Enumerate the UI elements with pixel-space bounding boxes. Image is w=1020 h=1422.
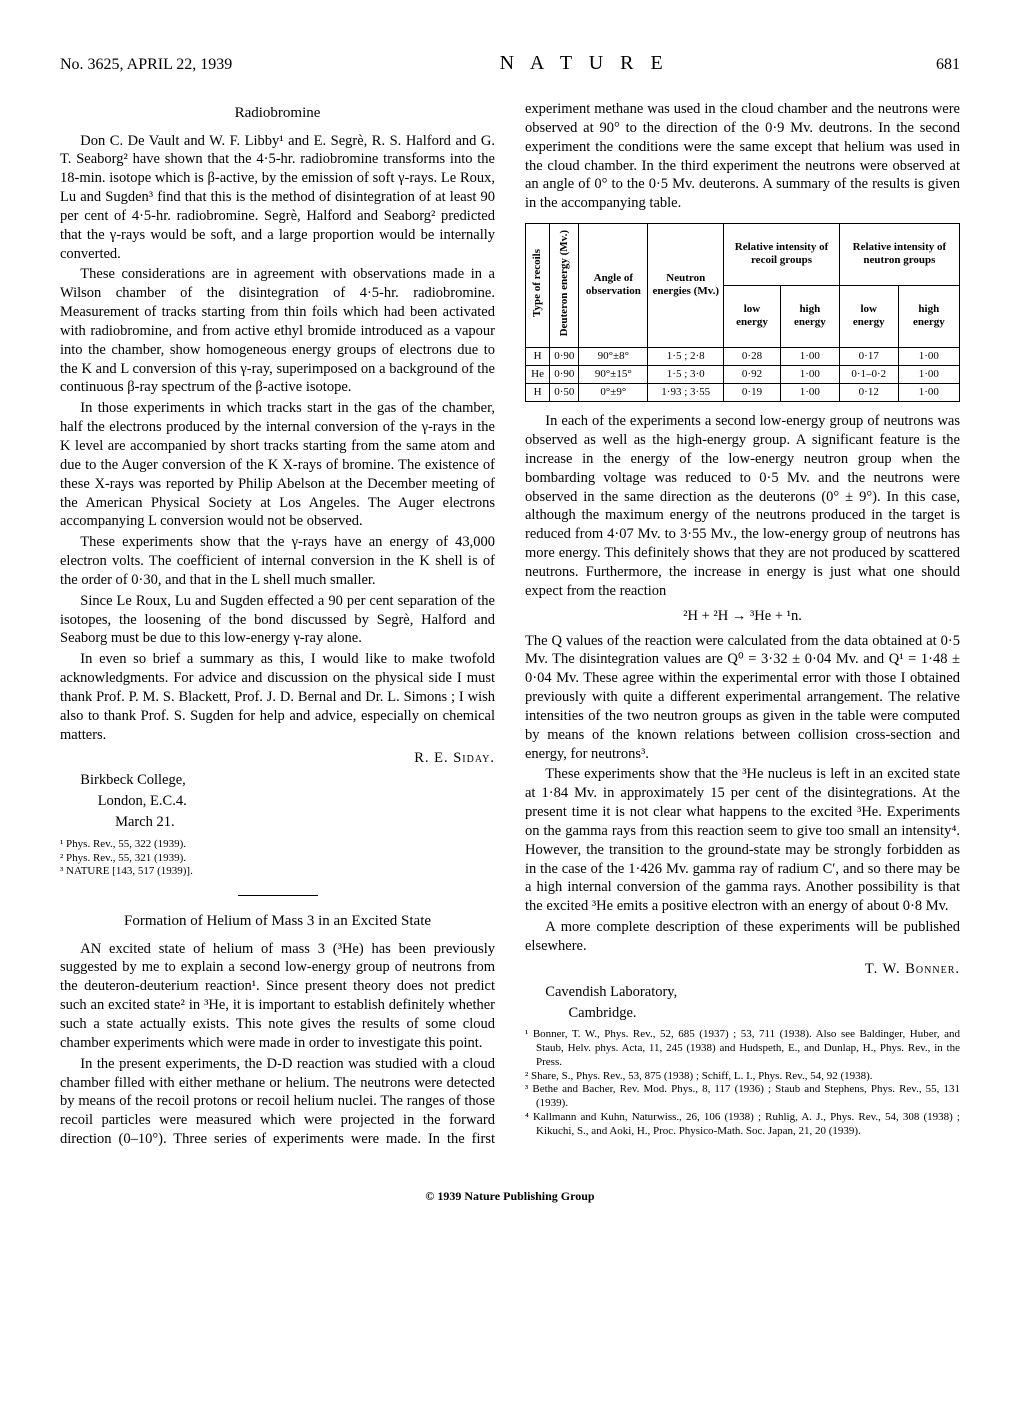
article1-signature: R. E. Siday. [60,749,495,768]
cell: 90°±8° [579,347,648,365]
article1-p5: Since Le Roux, Lu and Sugden effected a … [60,592,495,649]
article2-affiliation-line2: Cambridge. [569,1004,961,1023]
cell: 1·93 ; 3·55 [648,384,724,402]
article-divider [238,895,318,896]
cell: 0·92 [724,365,781,383]
cell: 1·5 ; 3·0 [648,365,724,383]
article2-ref-2: ² Share, S., Phys. Rev., 53, 875 (1938) … [525,1070,960,1084]
cell: 0·19 [724,384,781,402]
article1-title: Radiobromine [60,104,495,124]
th-neutron-energies: Neutron energies (Mv.) [648,224,724,348]
article2-p1: AN excited state of helium of mass 3 (³H… [60,940,495,1053]
article1-affiliation-line2: London, E.C.4. [98,792,495,811]
cell: 1·5 ; 2·8 [648,347,724,365]
reaction-equation: ²H + ²H → ³He + ¹n. [525,607,960,626]
article1-affiliation-date: March 21. [115,813,495,832]
table-row: He 0·90 90°±15° 1·5 ; 3·0 0·92 1·00 0·1–… [526,365,960,383]
th-rel-recoil: Relative intensity of recoil groups [724,224,840,286]
article1-ref-1: ¹ Phys. Rev., 55, 322 (1939). [60,838,495,852]
header-page-number: 681 [936,55,960,76]
th-neutron-high: high energy [898,285,959,347]
results-table: Type of recoils Deuteron energy (Mv.) An… [525,223,960,402]
cell: 0°±9° [579,384,648,402]
article1-p3: In those experiments in which tracks sta… [60,399,495,531]
th-rel-neutron: Relative intensity of neutron groups [839,224,959,286]
article2-signature: T. W. Bonner. [525,960,960,979]
th-type-recoils: Type of recoils [526,224,550,348]
article2-p4: The Q values of the reaction were calcul… [525,632,960,764]
cell: 1·00 [898,347,959,365]
article1-ref-2: ² Phys. Rev., 55, 321 (1939). [60,852,495,866]
th-deuteron-energy: Deuteron energy (Mv.) [550,224,579,348]
article1-p4: These experiments show that the γ-rays h… [60,533,495,590]
article1-p2: These considerations are in agreement wi… [60,265,495,397]
th-neutron-low: low energy [839,285,898,347]
article1-p6: In even so brief a summary as this, I wo… [60,650,495,744]
cell: 1·00 [780,347,839,365]
cell: 90°±15° [579,365,648,383]
article1-affiliation-line1: Birkbeck College, [80,771,495,790]
cell: 1·00 [898,384,959,402]
article2-p3: In each of the experiments a second low-… [525,412,960,600]
th-angle: Angle of observ­ation [579,224,648,348]
page-header: No. 3625, APRIL 22, 1939 N A T U R E 681 [60,50,960,76]
cell: H [526,384,550,402]
cell: 0·90 [550,365,579,383]
article1-references: ¹ Phys. Rev., 55, 322 (1939). ² Phys. Re… [60,838,495,879]
article2-p6: A more complete description of these exp… [525,918,960,956]
article2-title: Formation of Helium of Mass 3 in an Exci… [60,912,495,932]
cell: 1·00 [780,384,839,402]
article2-references: ¹ Bonner, T. W., Phys. Rev., 52, 685 (19… [525,1028,960,1138]
cell: H [526,347,550,365]
article1-p1: Don C. De Vault and W. F. Libby¹ and E. … [60,132,495,264]
cell: 0·12 [839,384,898,402]
cell: 0·1–0·2 [839,365,898,383]
article2-ref-3: ³ Bethe and Bacher, Rev. Mod. Phys., 8, … [525,1083,960,1111]
content-columns: Radiobromine Don C. De Vault and W. F. L… [60,100,960,1149]
table-row: H 0·50 0°±9° 1·93 ; 3·55 0·19 1·00 0·12 … [526,384,960,402]
article2-p5: These experiments show that the ³He nucl… [525,765,960,916]
header-journal-title: N A T U R E [500,50,669,76]
cell: 1·00 [780,365,839,383]
article1-ref-3: ³ NATURE [143, 517 (1939)]. [60,865,495,879]
copyright-notice: © 1939 Nature Publishing Group [60,1189,960,1205]
article2-ref-1: ¹ Bonner, T. W., Phys. Rev., 52, 685 (19… [525,1028,960,1069]
article2-affiliation-line1: Cavendish Laboratory, [545,983,960,1002]
article2-ref-4: ⁴ Kallmann and Kuhn, Naturwiss., 26, 106… [525,1111,960,1139]
cell: 1·00 [898,365,959,383]
cell: 0·90 [550,347,579,365]
cell: 0·50 [550,384,579,402]
cell: He [526,365,550,383]
cell: 0·17 [839,347,898,365]
cell: 0·28 [724,347,781,365]
th-recoil-low: low energy [724,285,781,347]
th-recoil-high: high energy [780,285,839,347]
table-row: H 0·90 90°±8° 1·5 ; 2·8 0·28 1·00 0·17 1… [526,347,960,365]
header-issue-date: No. 3625, APRIL 22, 1939 [60,55,232,76]
